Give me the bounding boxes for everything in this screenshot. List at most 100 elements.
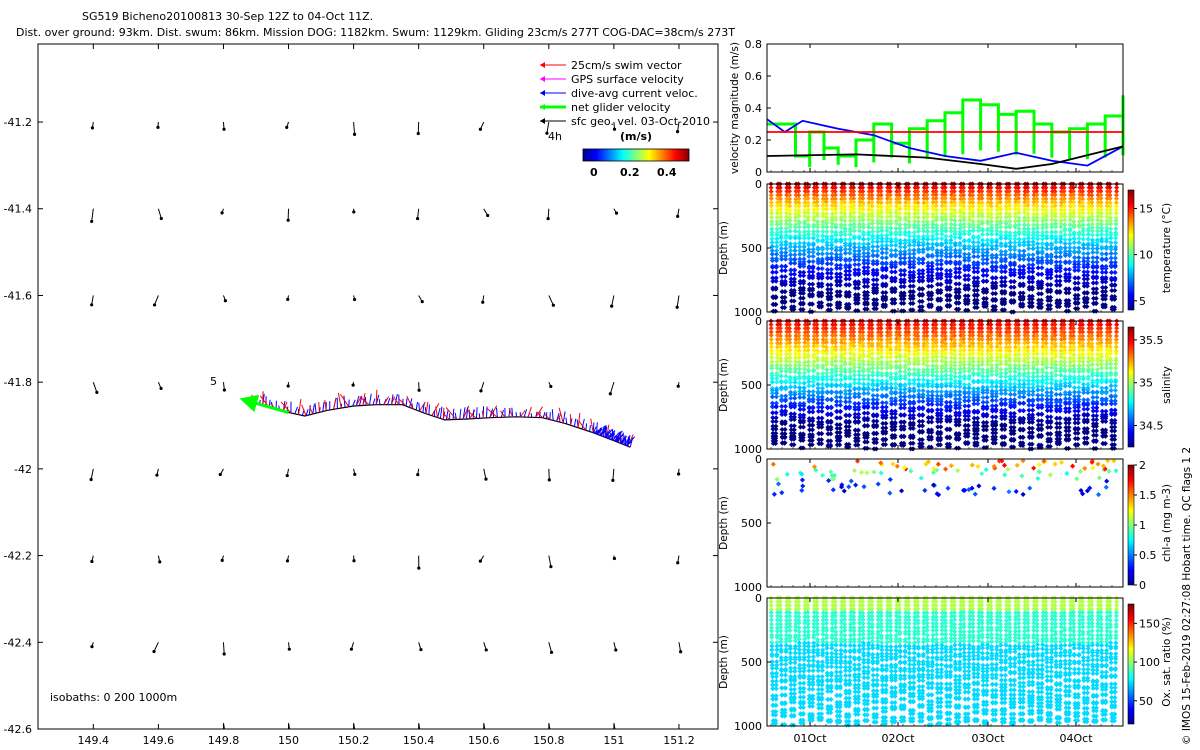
- profile-dot: [778, 373, 784, 379]
- profile-dot: [1098, 214, 1104, 220]
- profile-dot: [910, 278, 916, 284]
- profile-dot: [997, 206, 1003, 212]
- dac-vector: [364, 396, 367, 406]
- geo-arrow-head: [89, 477, 93, 482]
- dac-vector: [624, 435, 631, 446]
- profile-dot: [792, 248, 798, 254]
- geo-arrow: [548, 555, 552, 567]
- profile-dot: [782, 403, 789, 409]
- profile-dot: [970, 336, 976, 342]
- profile-dot: [1003, 374, 1009, 380]
- dac-vector: [368, 393, 372, 406]
- swim-vector: [337, 392, 342, 409]
- geo-arrow-head: [95, 390, 99, 395]
- ytick-label: 0.6: [745, 70, 763, 83]
- geo-arrow-head: [222, 652, 226, 656]
- dac-vector: [418, 402, 421, 412]
- profile-dot: [1029, 279, 1036, 285]
- profile-dot: [793, 196, 799, 202]
- swim-vector: [406, 395, 414, 409]
- profile-dot: [925, 236, 931, 242]
- profile-dot: [788, 260, 794, 266]
- profile-dot: [1071, 240, 1077, 246]
- profile-dot: [1081, 251, 1087, 257]
- profile-dot: [974, 287, 980, 293]
- profile-dot: [883, 250, 890, 256]
- geo-arrow-head: [547, 478, 551, 482]
- profile-dot: [965, 417, 971, 423]
- profile-dot: [970, 366, 976, 372]
- swim-vector: [333, 398, 337, 410]
- dac-vector: [542, 411, 546, 419]
- dac-vector: [322, 401, 325, 412]
- dac-vector: [626, 436, 636, 447]
- profile-dot: [797, 290, 804, 296]
- profile-dot: [934, 236, 940, 242]
- profile-dot: [920, 377, 926, 383]
- profile-dot: [796, 185, 802, 191]
- profile-dot: [805, 224, 811, 230]
- map-xtick-label: 149.4: [78, 734, 110, 747]
- geo-arrow: [547, 208, 550, 219]
- profile-dot: [847, 369, 853, 375]
- isobath-label: isobaths: 0 200 1000m: [50, 691, 177, 704]
- profile-dot: [879, 228, 885, 234]
- profile-dot: [993, 397, 999, 404]
- profile-dot: [938, 281, 944, 287]
- profile-dot: [1058, 239, 1064, 245]
- profile-dot: [1030, 246, 1036, 252]
- profile-dot: [828, 390, 835, 396]
- profile-dot: [939, 231, 945, 237]
- profile-dot: [860, 224, 866, 230]
- profile-dot: [800, 280, 807, 286]
- profile-dot: [820, 199, 826, 205]
- profile-dot: [989, 384, 995, 390]
- profile-dot: [961, 368, 967, 374]
- swim-vector: [443, 413, 451, 421]
- dac-vector: [604, 426, 608, 438]
- geo-arrow-head: [676, 384, 680, 388]
- profile-dot: [774, 248, 780, 254]
- profile-dot: [838, 232, 844, 238]
- profile-dot: [1094, 255, 1100, 261]
- geo-arrow-head: [551, 303, 555, 307]
- profile-dot: [801, 269, 807, 275]
- dac-vector: [465, 407, 469, 420]
- profile-dot: [916, 377, 922, 383]
- profile-dot: [791, 306, 797, 312]
- profile-dot: [837, 415, 843, 421]
- profile-dot: [901, 267, 908, 274]
- profile-dot: [783, 368, 789, 374]
- geo-arrow: [676, 295, 680, 308]
- geo-arrow-head: [220, 211, 224, 215]
- geo-arrow-head: [349, 647, 354, 651]
- profile-dot: [869, 336, 875, 342]
- profile-dot: [993, 246, 999, 252]
- profile-dot: [809, 293, 815, 299]
- profile-dot: [842, 231, 848, 238]
- profile-dot: [820, 221, 826, 228]
- profile-dot: [838, 383, 844, 389]
- ytick-label: 0.2: [745, 134, 763, 147]
- geo-arrow-head: [608, 392, 612, 396]
- profile-dot: [778, 246, 784, 252]
- profile-dot: [852, 380, 858, 386]
- profile-dot: [1076, 249, 1082, 255]
- profile-dot: [952, 384, 958, 390]
- swim-vector: [280, 401, 292, 414]
- profile-dot: [829, 246, 835, 252]
- profile-dot: [788, 282, 794, 288]
- profile-dot: [856, 386, 862, 392]
- ytick-label: 0.4: [745, 102, 763, 115]
- profile-dot: [847, 231, 853, 238]
- profile-dot: [874, 405, 880, 411]
- map-ticks: 149.4 149.6 149.8 150 150.2 150.4 150.6 150.8 15…: [4, 44, 718, 747]
- profile-dot: [948, 240, 954, 246]
- map-xtick-label: 150.4: [403, 734, 435, 747]
- geo-arrow-head: [417, 388, 421, 392]
- profile-dot: [929, 408, 935, 414]
- profile-dot: [773, 278, 779, 284]
- geo-arrow-head: [546, 217, 550, 221]
- profile-dot: [901, 284, 907, 290]
